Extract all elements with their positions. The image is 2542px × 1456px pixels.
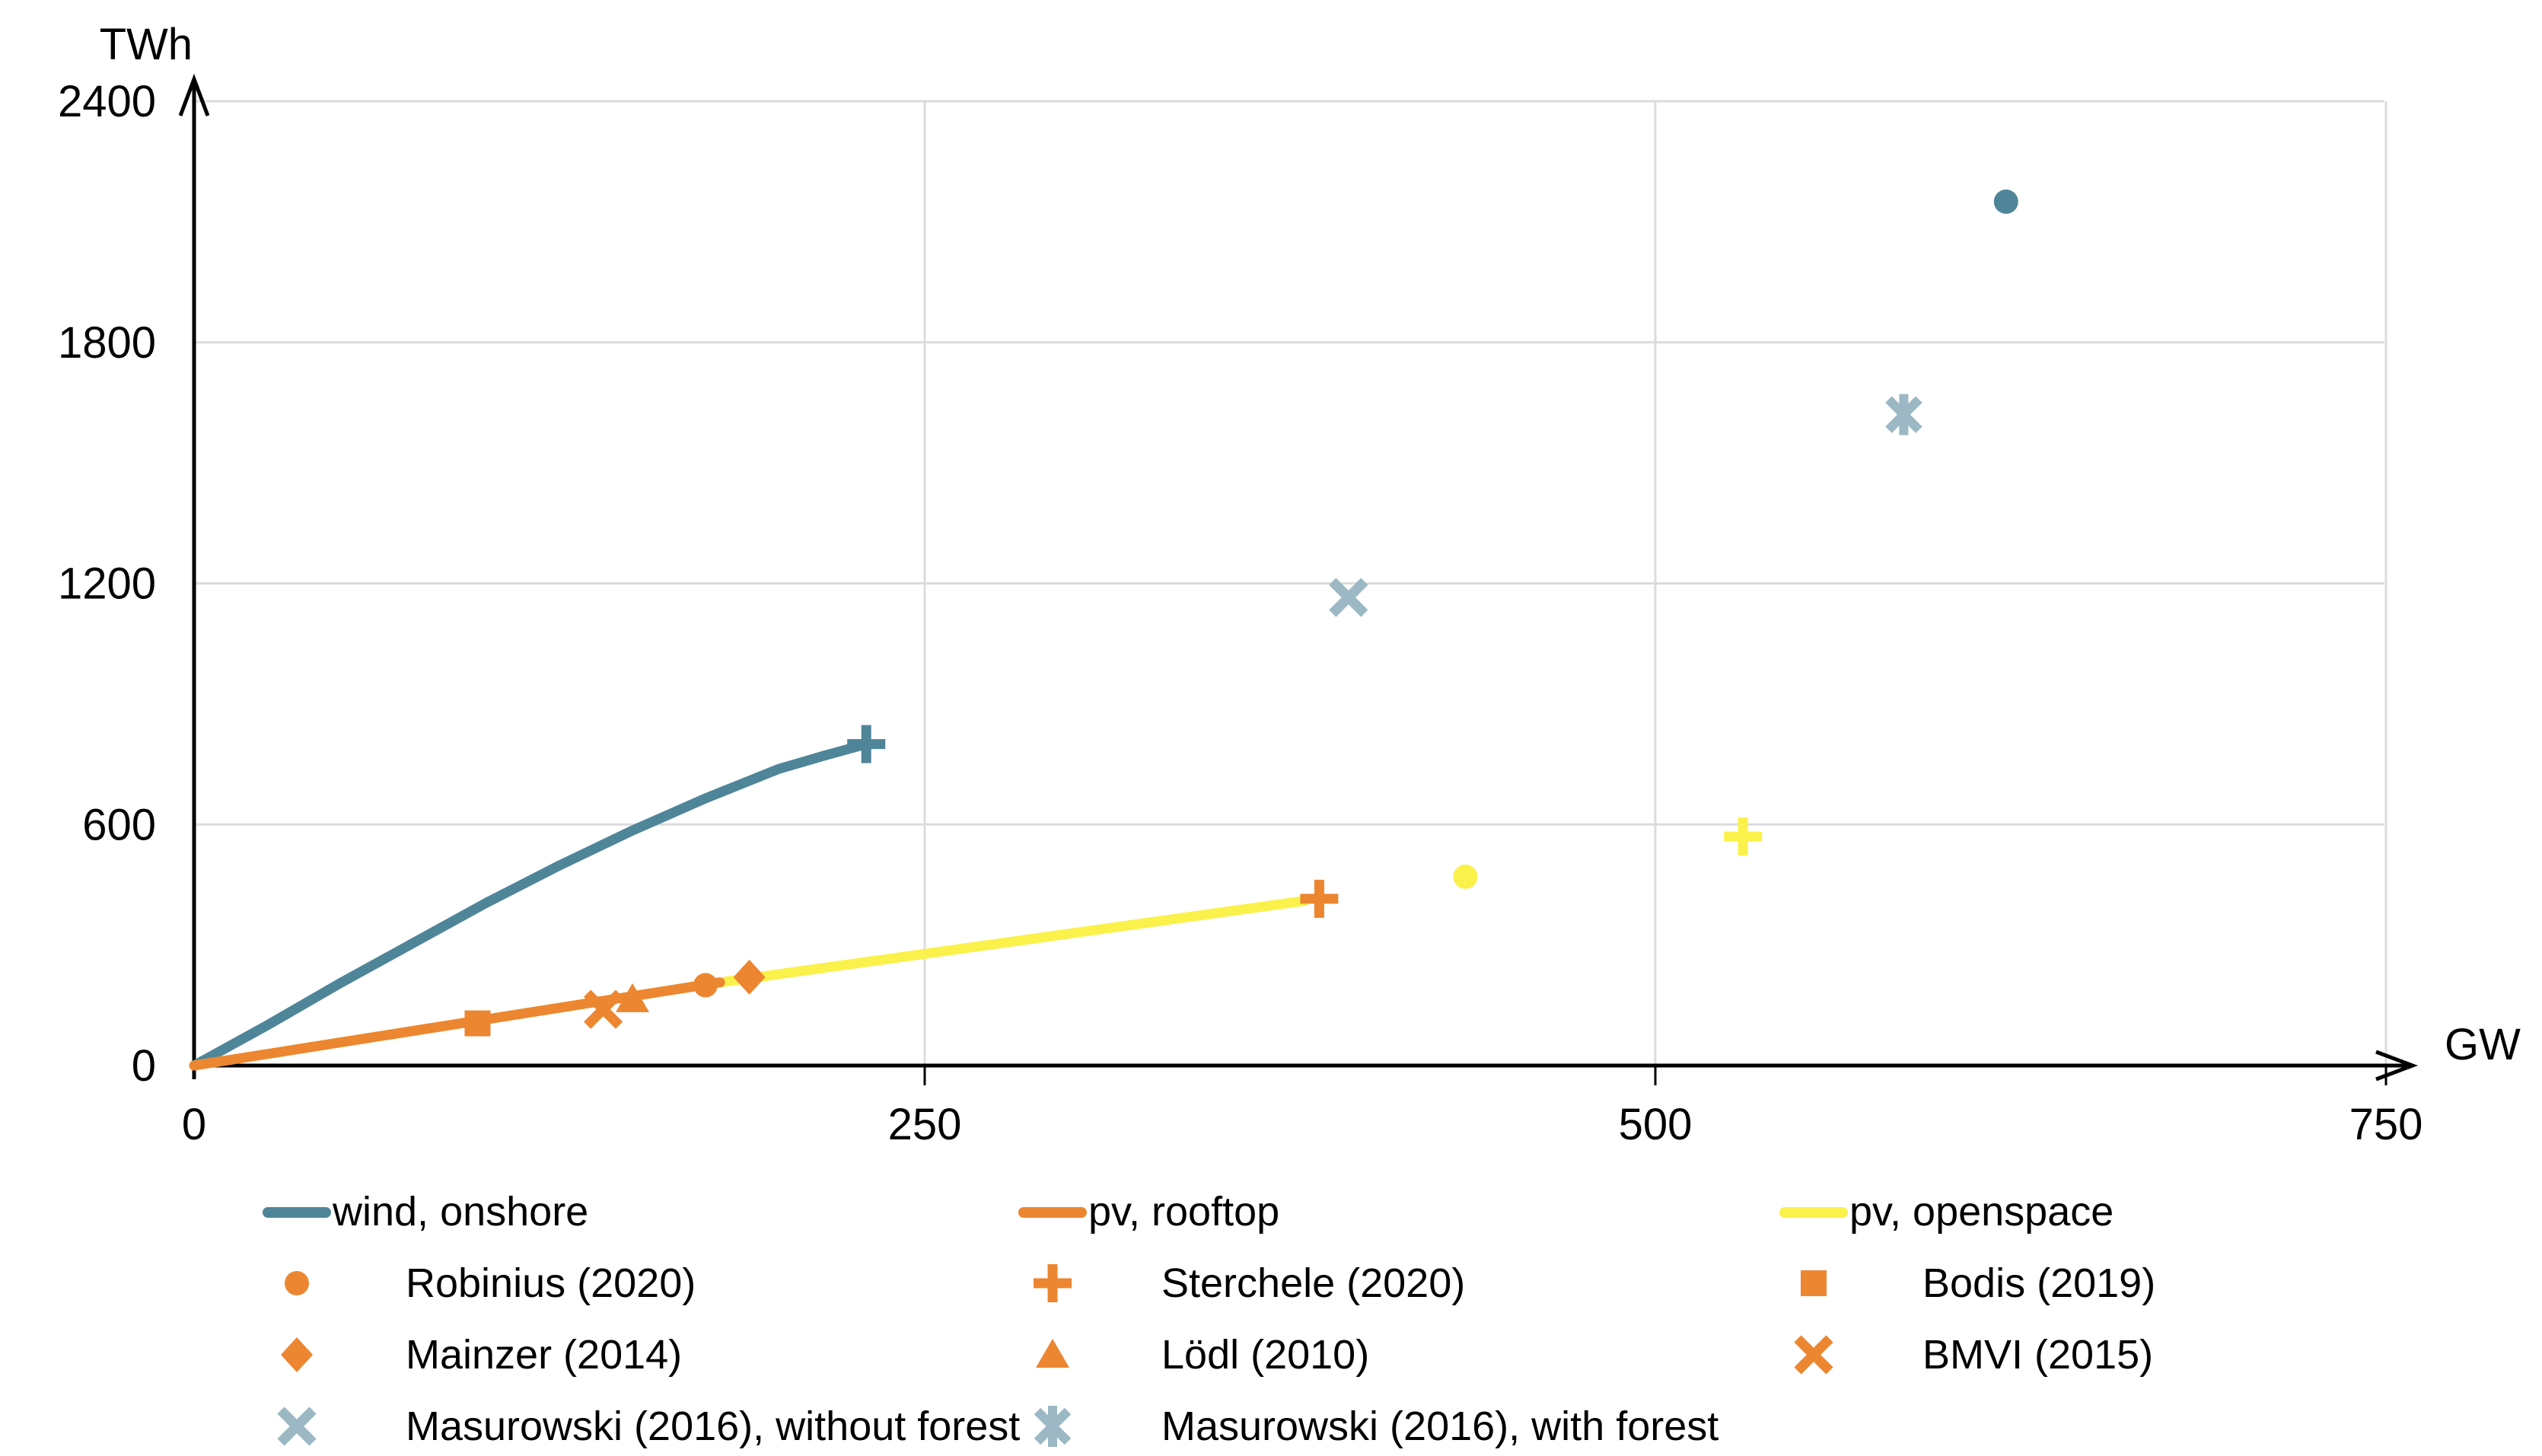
- axes-layer: [178, 73, 2419, 1085]
- x-tick-label-500: 500: [1619, 1100, 1693, 1149]
- y-tick-label-0: 0: [132, 1041, 156, 1091]
- grid-layer: [194, 100, 2388, 1066]
- data-point-masurowski-2016-with-forest-0: [1885, 393, 1922, 435]
- data-point-bodis-2019--0: [464, 1010, 491, 1037]
- series-line-wind-onshore: [189, 739, 871, 1071]
- y-tick-label-1800: 1800: [58, 318, 156, 368]
- markers-layer: [464, 189, 2018, 1037]
- y-tick-label-600: 600: [82, 800, 156, 849]
- x-tick-label-0: 0: [182, 1100, 206, 1149]
- series-layer: [189, 739, 1310, 1071]
- tick-labels-layer: 0 600 1200 1800 2400 0 250 500 750: [58, 77, 2423, 1149]
- data-point-sterchele-2020--2: [1724, 817, 1763, 856]
- y-tick-label-2400: 2400: [58, 77, 156, 126]
- data-point-mainzer-2014--0: [733, 959, 766, 995]
- x-tick-label-250: 250: [888, 1100, 962, 1149]
- data-point-sterchele-2020--0: [847, 725, 886, 763]
- data-point-robinius-2020--0: [693, 973, 718, 998]
- data-point-l-dl-2010--0: [616, 983, 649, 1012]
- x-axis-unit-label: GW: [2445, 1020, 2521, 1069]
- data-point-robinius-2020--2: [1993, 189, 2018, 214]
- x-tick-label-750: 750: [2349, 1100, 2423, 1149]
- y-axis-unit-label: TWh: [100, 20, 193, 69]
- x-axis-arrowhead: [2375, 1050, 2419, 1082]
- y-tick-label-1200: 1200: [58, 559, 156, 609]
- data-point-masurowski-2016-without-forest-0: [1329, 578, 1368, 617]
- data-point-bmvi-2015--0: [584, 989, 623, 1029]
- data-point-robinius-2020--1: [1453, 864, 1478, 889]
- data-point-sterchele-2020--1: [1300, 879, 1339, 918]
- y-axis-arrowhead: [178, 73, 210, 116]
